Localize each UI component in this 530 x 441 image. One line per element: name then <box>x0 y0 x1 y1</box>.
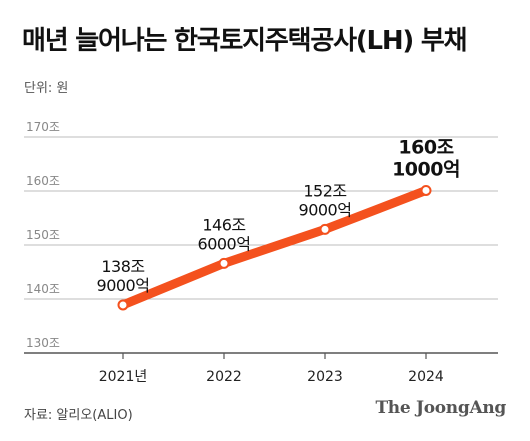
data-label: 146조 <box>202 215 245 234</box>
data-point <box>319 223 331 235</box>
unit-label: 단위: 원 <box>24 81 69 96</box>
data-label: 1000억 <box>392 158 460 180</box>
x-tick-label: 2022 <box>206 369 242 385</box>
data-label: 160조 <box>398 136 453 158</box>
data-label: 152조 <box>303 181 346 200</box>
chart-title: 매년 늘어나는 한국토지주택공사(LH) 부채 <box>22 26 468 56</box>
y-tick-label: 170조 <box>26 120 60 134</box>
x-tick-label: 2024 <box>408 369 444 385</box>
data-label: 138조 <box>101 257 144 276</box>
data-point <box>117 299 129 311</box>
x-tick-label: 2021년 <box>99 369 148 385</box>
publisher-logo: The JoongAng <box>375 398 506 418</box>
data-label: 9000억 <box>97 276 150 295</box>
data-label: 6000억 <box>198 234 251 253</box>
series-line <box>118 185 431 310</box>
data-point <box>420 184 432 196</box>
y-tick-label: 150조 <box>26 228 60 242</box>
data-label: 9000억 <box>299 200 352 219</box>
y-tick-label: 130조 <box>26 336 60 350</box>
data-point <box>218 257 230 269</box>
y-tick-label: 160조 <box>26 174 60 188</box>
x-tick-label: 2023 <box>307 369 343 385</box>
source-note: 자료: 알리오(ALIO) <box>24 408 133 423</box>
y-tick-label: 140조 <box>26 282 60 296</box>
